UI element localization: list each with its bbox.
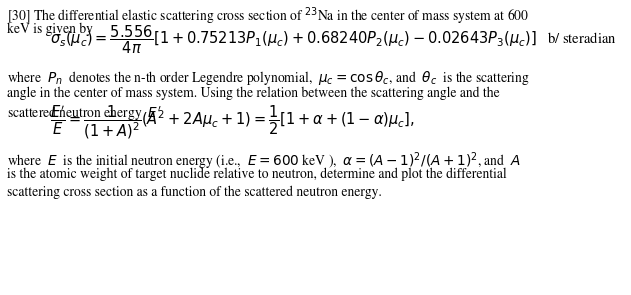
Text: [30] The differential elastic scattering cross section of $^{23}$Na in the cente: [30] The differential elastic scattering… (7, 5, 529, 27)
Text: keV is given by: keV is given by (7, 23, 93, 36)
Text: $\dfrac{E'}{E} = \dfrac{1}{(1+A)^2}(A^2+2A\mu_c+1) = \dfrac{1}{2}[1+\alpha+(1-\a: $\dfrac{E'}{E} = \dfrac{1}{(1+A)^2}(A^2+… (50, 103, 415, 141)
Text: angle in the center of mass system. Using the relation between the scattering an: angle in the center of mass system. Usin… (7, 87, 500, 100)
Text: where  $P_n$  denotes the n-th order Legendre polynomial,  $\mu_c = \cos\theta_c: where $P_n$ denotes the n-th order Legen… (7, 69, 529, 87)
Text: $\sigma_s(\mu_c) = \dfrac{5.556}{4\pi}[1+0.75213P_1(\mu_c)+0.68240P_2(\mu_c)-0.0: $\sigma_s(\mu_c) = \dfrac{5.556}{4\pi}[1… (50, 24, 616, 56)
Text: scattering cross section as a function of the scattered neutron energy.: scattering cross section as a function o… (7, 186, 382, 199)
Text: where  $E$  is the initial neutron energy (i.e.,  $E = 600$ keV ),  $\alpha = (A: where $E$ is the initial neutron energy … (7, 150, 521, 172)
Text: scattered neutron energy  $E'$: scattered neutron energy $E'$ (7, 105, 162, 123)
Text: is the atomic weight of target nuclide relative to neutron, determine and plot t: is the atomic weight of target nuclide r… (7, 168, 507, 181)
